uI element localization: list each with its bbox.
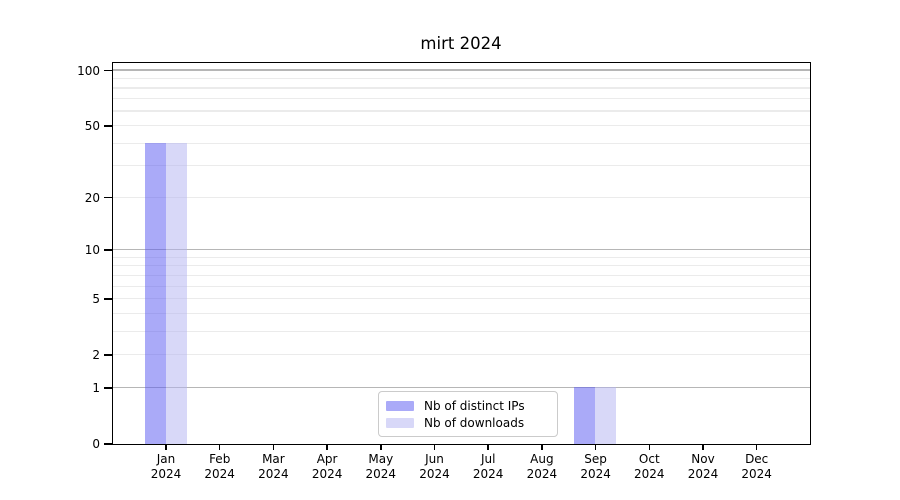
gridline-minor-80 [112,87,810,89]
legend-item-downloads: Nb of downloads [386,415,557,432]
legend-swatch-downloads [386,418,414,428]
y-tick-label-1: 1 [92,380,100,395]
x-tick-month: Jun [425,452,444,466]
x-tick-label-oct: Oct 2024 [617,452,681,482]
plot-area [111,61,811,445]
y-tick-2 [104,354,113,356]
y-tick-label-10: 10 [84,243,100,257]
gridline-minor-40 [112,142,810,144]
x-tick-label-jun: Jun 2024 [403,452,467,482]
x-tick-may [380,445,382,450]
x-tick-year: 2024 [204,467,235,481]
bar-nb-of-downloads-jan [165,143,187,444]
y-tick-label-100: 100 [77,63,100,78]
gridline-minor-2 [112,354,810,356]
gridline-minor-60 [112,110,810,112]
bar-layer [113,63,810,444]
x-tick-feb [218,445,221,450]
x-tick-apr [326,445,328,450]
y-tick-1 [104,387,113,389]
gridline-major-1 [112,386,810,389]
y-tick-label-50: 50 [84,118,100,133]
x-tick-month: Mar [262,452,285,466]
x-tick-year: 2024 [419,467,450,481]
x-tick-label-jul: Jul 2024 [456,452,520,482]
x-tick-month: Apr [316,452,338,466]
x-tick-year: 2024 [365,467,397,481]
x-tick-sep [594,445,597,450]
x-tick-year: 2024 [741,467,772,481]
x-tick-month: Oct [638,452,660,466]
x-tick-year: 2024 [526,467,558,481]
y-tick-100 [104,69,113,72]
y-tick-0 [104,443,113,445]
gridline-minor-4 [112,312,810,314]
x-tick-month: Feb [209,452,231,466]
x-tick-jun [433,445,436,450]
y-tick-5 [104,298,113,300]
x-tick-label-aug: Aug 2024 [510,452,574,482]
gridline-minor-8 [112,265,810,267]
x-tick-year: 2024 [150,467,182,481]
x-tick-nov [702,445,704,450]
x-tick-oct [648,445,651,450]
x-tick-label-apr: Apr 2024 [295,452,359,482]
x-tick-label-feb: Feb 2024 [188,452,252,482]
y-tick-label-0: 0 [92,437,100,451]
x-tick-year: 2024 [580,467,611,481]
x-tick-month: Jan [156,452,176,466]
chart-title: mirt 2024 [420,34,502,53]
x-tick-label-mar: Mar 2024 [241,452,305,482]
x-tick-dec [755,445,758,450]
x-tick-month: Nov [691,452,715,466]
x-tick-aug [541,445,543,450]
gridline-minor-50 [112,124,810,126]
x-tick-label-jan: Jan 2024 [134,452,198,482]
legend-label-distinct-ips: Nb of distinct IPs [424,398,525,413]
x-tick-jan [165,445,167,450]
x-tick-year: 2024 [258,467,289,481]
x-tick-year: 2024 [472,467,504,481]
x-tick-mar [272,445,275,450]
y-tick-10 [104,249,113,251]
y-tick-label-20: 20 [84,190,100,205]
y-tick-50 [104,125,113,127]
legend-swatch-distinct-ips [386,401,414,411]
grid-layer [112,63,810,444]
gridline-minor-5 [112,298,810,300]
x-tick-label-may: May 2024 [349,452,413,482]
x-tick-month: Jul [480,452,496,466]
x-tick-month: Sep [584,452,607,466]
x-tick-year: 2024 [687,467,719,481]
x-tick-label-dec: Dec 2024 [725,452,789,482]
gridline-major-100 [112,69,810,71]
x-tick-year: 2024 [311,467,343,481]
gridline-minor-7 [112,274,810,276]
legend: Nb of distinct IPs Nb of downloads [378,391,558,437]
x-tick-jul [487,445,489,450]
bar-nb-of-downloads-sep [595,387,617,444]
x-tick-year: 2024 [634,467,665,481]
legend-item-distinct-ips: Nb of distinct IPs [386,398,557,415]
gridline-minor-70 [112,98,810,100]
gridline-minor-6 [112,285,810,287]
gridline-minor-9 [112,256,810,258]
gridline-major-10 [112,248,810,251]
x-tick-month: Aug [530,452,554,466]
y-tick-label-2: 2 [92,348,100,363]
x-tick-label-nov: Nov 2024 [671,452,735,482]
legend-label-downloads: Nb of downloads [424,415,525,430]
x-tick-label-sep: Sep 2024 [564,452,628,482]
y-tick-20 [104,196,113,199]
gridline-minor-30 [112,165,810,167]
bar-nb-of-distinct-ips-jan [144,143,166,444]
gridline-minor-90 [112,78,810,80]
x-tick-month: May [368,452,394,466]
y-tick-label-5: 5 [92,292,100,307]
x-tick-month: Dec [745,452,769,466]
gridline-minor-20 [112,196,810,198]
bar-nb-of-distinct-ips-sep [574,387,596,444]
gridline-minor-3 [112,330,810,332]
